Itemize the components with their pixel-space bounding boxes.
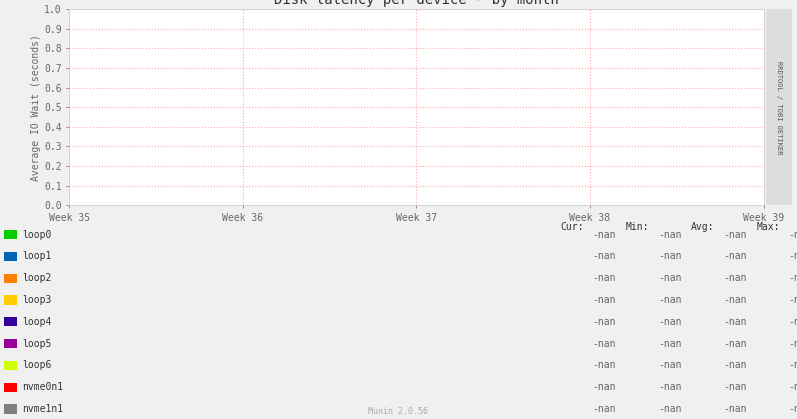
Title: Disk latency per device - by month: Disk latency per device - by month	[274, 0, 559, 7]
Text: -nan: -nan	[593, 382, 616, 392]
Text: loop5: loop5	[22, 339, 52, 349]
Text: -nan: -nan	[789, 404, 797, 414]
Text: Cur:: Cur:	[560, 222, 583, 232]
Text: -nan: -nan	[724, 339, 747, 349]
Text: -nan: -nan	[658, 230, 681, 240]
Text: -nan: -nan	[789, 273, 797, 283]
Text: Avg:: Avg:	[691, 222, 714, 232]
Text: -nan: -nan	[789, 230, 797, 240]
Text: -nan: -nan	[593, 317, 616, 327]
Text: -nan: -nan	[724, 404, 747, 414]
Text: -nan: -nan	[724, 273, 747, 283]
Text: -nan: -nan	[789, 251, 797, 261]
Text: -nan: -nan	[593, 360, 616, 370]
Text: -nan: -nan	[593, 404, 616, 414]
Text: -nan: -nan	[593, 339, 616, 349]
Text: -nan: -nan	[658, 339, 681, 349]
Text: -nan: -nan	[658, 382, 681, 392]
Text: -nan: -nan	[658, 295, 681, 305]
Text: -nan: -nan	[724, 382, 747, 392]
Text: loop6: loop6	[22, 360, 52, 370]
Text: -nan: -nan	[593, 295, 616, 305]
Text: RRDTOOL / TOBI OETIKER: RRDTOOL / TOBI OETIKER	[776, 60, 782, 154]
Text: loop1: loop1	[22, 251, 52, 261]
Text: -nan: -nan	[789, 360, 797, 370]
Text: loop2: loop2	[22, 273, 52, 283]
Text: -nan: -nan	[593, 230, 616, 240]
Text: loop4: loop4	[22, 317, 52, 327]
Text: -nan: -nan	[789, 382, 797, 392]
Text: nvme0n1: nvme0n1	[22, 382, 64, 392]
Text: -nan: -nan	[789, 339, 797, 349]
Text: -nan: -nan	[724, 251, 747, 261]
Text: loop0: loop0	[22, 230, 52, 240]
Text: -nan: -nan	[724, 360, 747, 370]
Y-axis label: Average IO Wait (seconds): Average IO Wait (seconds)	[31, 34, 41, 181]
Text: Munin 2.0.56: Munin 2.0.56	[368, 407, 429, 416]
Text: -nan: -nan	[724, 317, 747, 327]
Text: Max:: Max:	[756, 222, 779, 232]
Text: -nan: -nan	[789, 317, 797, 327]
Text: -nan: -nan	[789, 295, 797, 305]
Text: Min:: Min:	[626, 222, 649, 232]
Text: -nan: -nan	[658, 317, 681, 327]
Text: -nan: -nan	[593, 273, 616, 283]
Text: -nan: -nan	[658, 251, 681, 261]
Text: -nan: -nan	[658, 404, 681, 414]
Text: -nan: -nan	[658, 360, 681, 370]
Text: loop3: loop3	[22, 295, 52, 305]
Text: nvme1n1: nvme1n1	[22, 404, 64, 414]
Text: -nan: -nan	[724, 230, 747, 240]
Text: -nan: -nan	[658, 273, 681, 283]
Text: -nan: -nan	[724, 295, 747, 305]
Text: -nan: -nan	[593, 251, 616, 261]
